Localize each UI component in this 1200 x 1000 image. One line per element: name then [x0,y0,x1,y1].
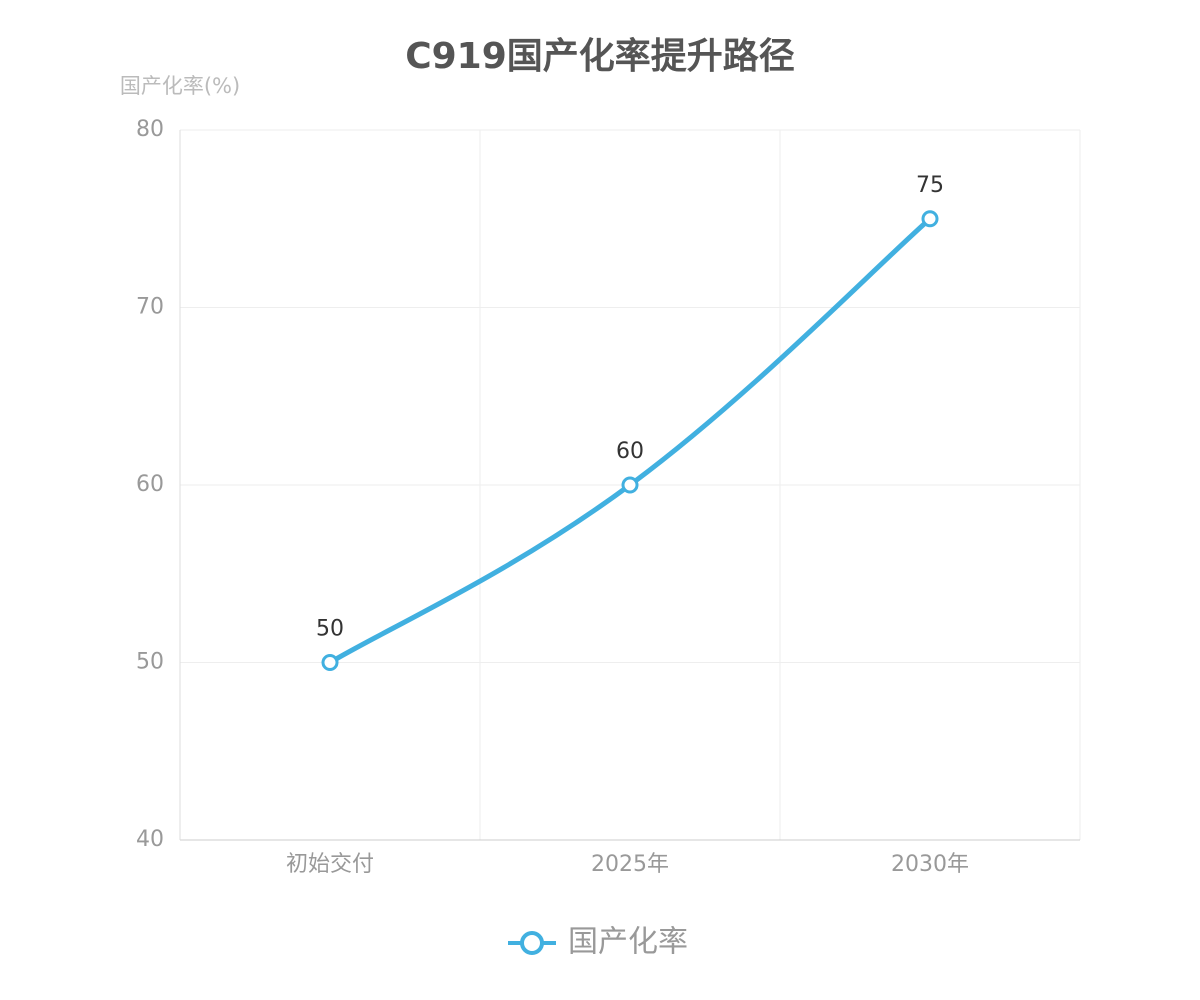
y-axis-label: 国产化率(%) [120,74,240,98]
legend-label: 国产化率 [568,925,688,960]
value-label: 50 [316,617,344,642]
point [621,476,639,494]
legend-marker [520,931,544,955]
y-tick-label: 50 [136,650,164,675]
y-tick-label: 70 [136,295,164,320]
point [321,654,339,671]
point [921,210,939,228]
chart-title: C919国产化率提升路径 [405,36,795,77]
x-tick-label: 2030年 [891,852,969,877]
x-tick-label: 初始交付 [286,852,374,877]
y-tick-label: 40 [136,827,164,852]
x-tick-label: 2025年 [591,852,669,877]
y-tick-label: 80 [136,117,164,142]
value-label: 75 [916,173,944,198]
y-tick-label: 60 [136,472,164,497]
value-label: 60 [616,439,644,464]
legend: 国产化率 [508,925,688,960]
